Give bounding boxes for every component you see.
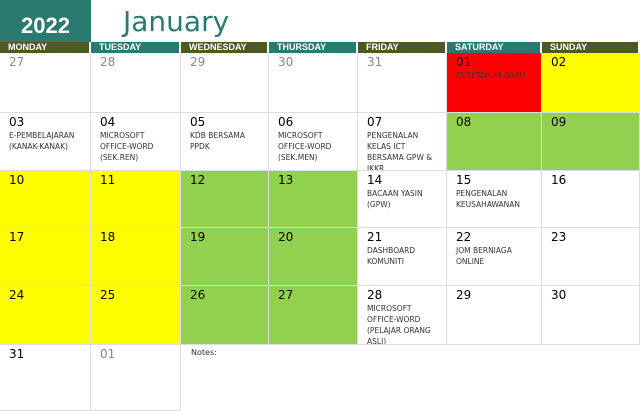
day-number: 01 bbox=[100, 347, 116, 361]
day-cell[interactable]: 31 bbox=[0, 345, 91, 411]
day-number: 02 bbox=[551, 55, 567, 69]
day-number: 22 bbox=[456, 230, 472, 244]
day-number: 28 bbox=[367, 288, 383, 302]
event-text: KDB BERSAMA PPDK bbox=[190, 131, 245, 151]
day-number: 06 bbox=[278, 115, 294, 129]
day-cell[interactable]: 08 bbox=[447, 113, 542, 171]
day-cell[interactable]: 25 bbox=[91, 286, 181, 345]
event-text: MICROSOFT OFFICE-WORD (SEK.REN) bbox=[100, 131, 154, 162]
day-cell[interactable]: 28 bbox=[91, 53, 181, 113]
day-cell[interactable]: 09 bbox=[542, 113, 640, 171]
day-cell[interactable]: 13 bbox=[269, 171, 358, 228]
day-number: 11 bbox=[100, 173, 116, 187]
event-text: JOM BERNIAGA ONLINE bbox=[456, 246, 512, 266]
day-cell[interactable]: 20 bbox=[269, 228, 358, 286]
day-number: 20 bbox=[278, 230, 294, 244]
notes-area[interactable]: Notes: bbox=[191, 348, 217, 357]
day-cell[interactable]: 01 CUTI TAHUN BARU bbox=[447, 53, 542, 113]
event-text: MICROSOFT OFFICE-WORD (SEK.MEN) bbox=[278, 131, 332, 162]
day-cell[interactable]: 31 bbox=[358, 53, 447, 113]
event-text: PENGENALAN KEUSAHAWANAN bbox=[456, 189, 521, 209]
day-cell[interactable]: 07 PENGENALAN KELAS ICT BERSAMA GPW & JKK… bbox=[358, 113, 447, 171]
day-cell[interactable]: 05 KDB BERSAMA PPDK bbox=[181, 113, 269, 171]
day-header-wednesday: WEDNESDAY bbox=[181, 42, 267, 53]
day-number: 27 bbox=[9, 55, 25, 69]
day-number: 31 bbox=[367, 55, 383, 69]
day-number: 10 bbox=[9, 173, 25, 187]
day-number: 28 bbox=[100, 55, 116, 69]
year-label: 2022 bbox=[0, 0, 91, 42]
day-number: 23 bbox=[551, 230, 567, 244]
day-number: 08 bbox=[456, 115, 472, 129]
event-text: MICROSOFT OFFICE-WORD (PELAJAR ORANG ASL… bbox=[367, 304, 431, 345]
day-header-saturday: SATURDAY bbox=[447, 42, 540, 53]
day-number: 29 bbox=[456, 288, 472, 302]
day-cell[interactable]: 29 bbox=[181, 53, 269, 113]
calendar-grid: MONDAY TUESDAY WEDNESDAY THURSDAY FRIDAY SATU… bbox=[0, 42, 640, 411]
day-cell[interactable]: 23 bbox=[542, 228, 640, 286]
day-header-monday: MONDAY bbox=[0, 42, 89, 53]
day-number: 01 bbox=[456, 55, 472, 69]
day-cell[interactable]: 14 BACAAN YASIN (GPW) bbox=[358, 171, 447, 228]
day-number: 25 bbox=[100, 288, 116, 302]
day-cell[interactable]: 27 bbox=[269, 286, 358, 345]
day-number: 30 bbox=[551, 288, 567, 302]
day-header-sunday: SUNDAY bbox=[542, 42, 638, 53]
day-cell[interactable]: 30 bbox=[269, 53, 358, 113]
day-number: 05 bbox=[190, 115, 206, 129]
day-cell[interactable]: 24 bbox=[0, 286, 91, 345]
event-text: BACAAN YASIN (GPW) bbox=[367, 189, 423, 209]
day-header-tuesday: TUESDAY bbox=[91, 42, 179, 53]
day-number: 19 bbox=[190, 230, 206, 244]
day-number: 15 bbox=[456, 173, 472, 187]
day-number: 09 bbox=[551, 115, 567, 129]
day-cell[interactable]: 28 MICROSOFT OFFICE-WORD (PELAJAR ORANG A… bbox=[358, 286, 447, 345]
day-cell[interactable]: 22 JOM BERNIAGA ONLINE bbox=[447, 228, 542, 286]
day-number: 03 bbox=[9, 115, 25, 129]
day-number: 04 bbox=[100, 115, 116, 129]
day-number: 17 bbox=[9, 230, 25, 244]
day-number: 16 bbox=[551, 173, 567, 187]
event-text: PENGENALAN KELAS ICT BERSAMA GPW & JKKR bbox=[367, 131, 433, 171]
day-cell[interactable]: 18 bbox=[91, 228, 181, 286]
day-cell[interactable]: 21 DASHBOARD KOMUNITI bbox=[358, 228, 447, 286]
day-number: 31 bbox=[9, 347, 25, 361]
day-cell[interactable]: 15 PENGENALAN KEUSAHAWANAN bbox=[447, 171, 542, 228]
day-number: 26 bbox=[190, 288, 206, 302]
day-header-thursday: THURSDAY bbox=[269, 42, 356, 53]
event-text: CUTI TAHUN BARU bbox=[456, 71, 526, 80]
day-cell[interactable]: 26 bbox=[181, 286, 269, 345]
day-cell[interactable]: 11 bbox=[91, 171, 181, 228]
day-cell[interactable]: 04 MICROSOFT OFFICE-WORD (SEK.REN) bbox=[91, 113, 181, 171]
month-title: January bbox=[123, 5, 230, 38]
day-cell[interactable]: 02 bbox=[542, 53, 640, 113]
event-text: E-PEMBELAJARAN (KANAK-KANAK) bbox=[9, 131, 75, 151]
day-cell[interactable]: 03 E-PEMBELAJARAN (KANAK-KANAK) bbox=[0, 113, 91, 171]
day-cell[interactable]: 29 bbox=[447, 286, 542, 345]
day-number: 14 bbox=[367, 173, 383, 187]
day-cell[interactable]: 06 MICROSOFT OFFICE-WORD (SEK.MEN) bbox=[269, 113, 358, 171]
day-cell[interactable]: 17 bbox=[0, 228, 91, 286]
day-header-friday: FRIDAY bbox=[358, 42, 445, 53]
day-cell[interactable]: 30 bbox=[542, 286, 640, 345]
day-number: 18 bbox=[100, 230, 116, 244]
day-cell[interactable]: 10 bbox=[0, 171, 91, 228]
day-number: 30 bbox=[278, 55, 294, 69]
day-cell[interactable]: 01 bbox=[91, 345, 181, 411]
day-number: 27 bbox=[278, 288, 294, 302]
event-text: DASHBOARD KOMUNITI bbox=[367, 246, 416, 266]
day-cell[interactable]: 12 bbox=[181, 171, 269, 228]
day-number: 29 bbox=[190, 55, 206, 69]
day-number: 24 bbox=[9, 288, 25, 302]
day-number: 07 bbox=[367, 115, 383, 129]
day-number: 13 bbox=[278, 173, 294, 187]
day-number: 21 bbox=[367, 230, 383, 244]
day-cell[interactable]: 27 bbox=[0, 53, 91, 113]
day-cell[interactable]: 16 bbox=[542, 171, 640, 228]
day-number: 12 bbox=[190, 173, 206, 187]
day-cell[interactable]: 19 bbox=[181, 228, 269, 286]
